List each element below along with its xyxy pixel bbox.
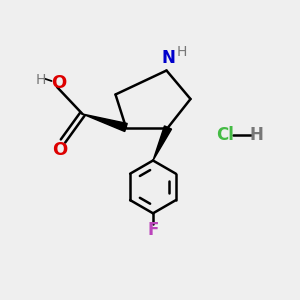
Text: O: O [52,141,68,159]
Text: Cl: Cl [216,126,234,144]
Text: F: F [147,221,159,239]
Text: O: O [51,74,66,92]
Text: H: H [35,73,46,86]
Text: N: N [161,50,175,68]
Text: H: H [250,126,263,144]
Polygon shape [82,114,127,131]
Polygon shape [153,126,172,160]
Text: H: H [177,45,187,59]
